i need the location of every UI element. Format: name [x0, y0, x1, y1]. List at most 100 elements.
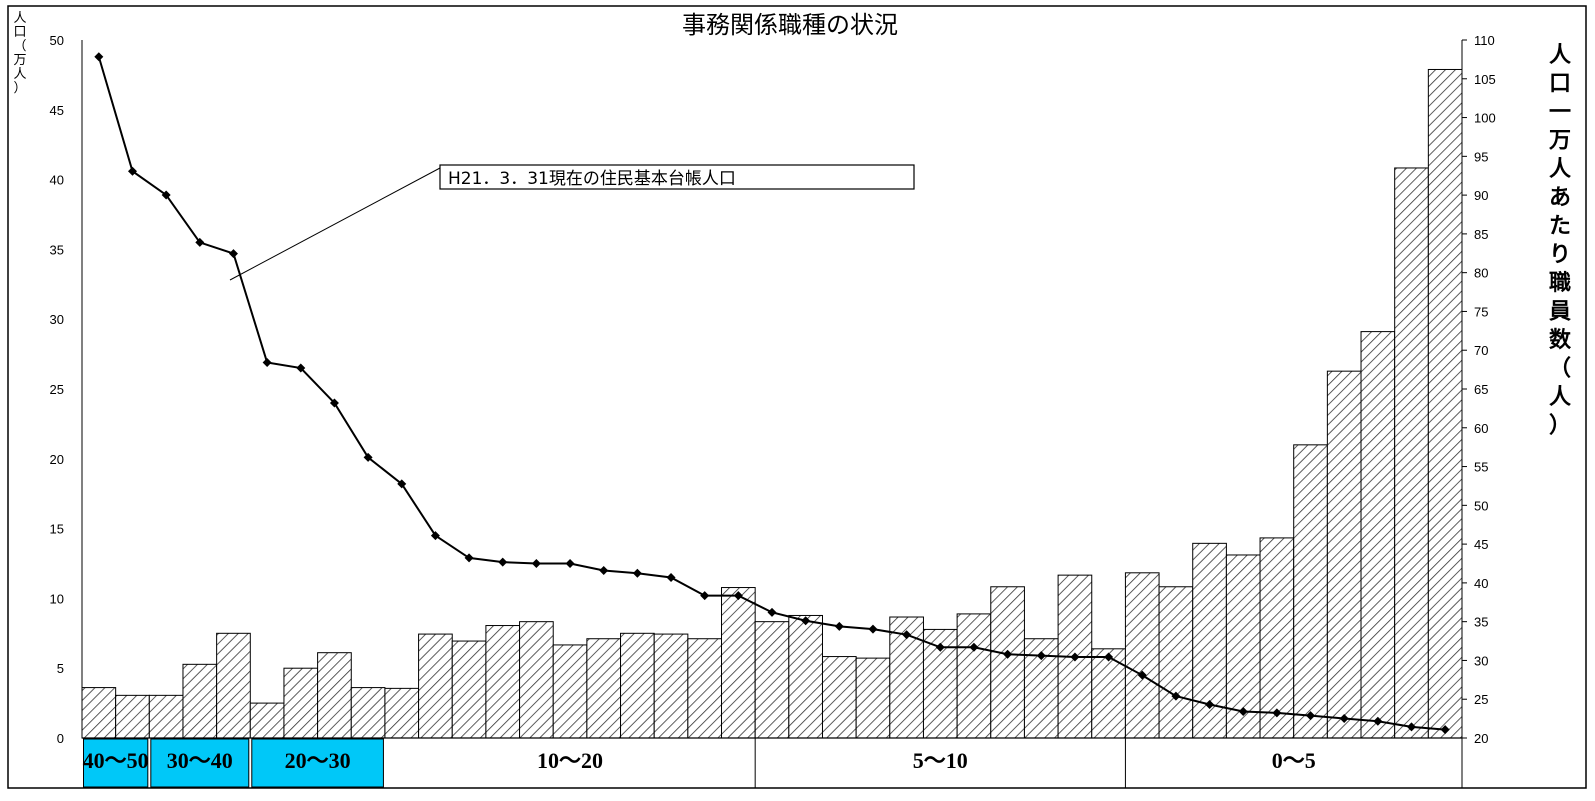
y-right-tick-label: 25 — [1474, 692, 1488, 707]
y-left-tick-label: 35 — [50, 242, 64, 257]
line-point — [1137, 670, 1147, 680]
group-label: 40〜50 — [83, 748, 149, 773]
line-point — [666, 572, 676, 582]
bar — [1326, 370, 1362, 739]
bar — [249, 702, 285, 739]
y-left-tick-label: 30 — [50, 312, 64, 327]
bar — [350, 687, 386, 739]
line-point — [430, 531, 440, 541]
bar — [1427, 68, 1463, 739]
group-labels: 40〜50 30〜40 20〜30 10〜20 5〜10 0〜5 — [83, 738, 1463, 788]
y-left-tick-label: 50 — [50, 33, 64, 48]
group-label: 10〜20 — [537, 748, 603, 773]
line-point — [531, 559, 541, 568]
line-point — [733, 591, 743, 601]
y-right-tick-label: 70 — [1474, 343, 1488, 358]
y-right-tick-label: 65 — [1474, 382, 1488, 397]
bar — [283, 667, 319, 739]
y-right-label-char: あ — [1549, 186, 1571, 211]
bar — [552, 644, 588, 739]
y-right-tick-label: 55 — [1474, 460, 1488, 475]
y-right-label-char: 一 — [1549, 100, 1571, 125]
line-point — [1104, 652, 1114, 662]
line-point — [1339, 713, 1349, 723]
y-right-tick-label: 100 — [1474, 111, 1496, 126]
y-right-label-char: 万 — [1548, 129, 1571, 154]
group-highlight — [83, 738, 149, 788]
line-point — [363, 452, 373, 462]
y-right-tick-label: 85 — [1474, 227, 1488, 242]
bar — [1225, 554, 1261, 739]
line-point — [834, 621, 844, 631]
bar — [687, 638, 723, 739]
y-left-tick-label: 20 — [50, 452, 64, 467]
line-point — [1373, 716, 1383, 726]
outer-border — [7, 5, 1587, 789]
line-point — [767, 607, 777, 617]
y-right-tick-label: 75 — [1474, 304, 1488, 319]
line-point — [296, 363, 306, 373]
line-point — [1205, 699, 1215, 709]
line-point — [868, 624, 878, 634]
line-point — [161, 190, 171, 200]
y-right-tick-label: 20 — [1474, 731, 1488, 746]
line-point — [1407, 722, 1417, 732]
y-right-tick-label: 90 — [1474, 188, 1488, 203]
y-left-tick-label: 25 — [50, 382, 64, 397]
y-right-tick-label: 110 — [1474, 33, 1495, 48]
y-left-tick-label: 40 — [50, 173, 64, 188]
group-highlight — [150, 738, 250, 788]
line-point — [700, 591, 710, 601]
y-left-tick-label: 15 — [50, 522, 64, 537]
bar — [620, 632, 655, 739]
bar — [990, 586, 1025, 739]
line-point — [1171, 691, 1181, 701]
bar — [1091, 648, 1126, 739]
line-point — [397, 479, 407, 489]
bar — [956, 613, 992, 739]
group-label: 20〜30 — [285, 748, 351, 773]
bar — [754, 621, 790, 739]
y-right-tick-label: 105 — [1474, 72, 1496, 87]
line-point — [565, 559, 575, 568]
line-point — [464, 553, 474, 563]
bar — [653, 633, 689, 739]
line-point — [262, 357, 272, 367]
y-left-tick-label: 45 — [50, 103, 64, 118]
line-point — [935, 642, 945, 652]
y-right-label-char: た — [1549, 214, 1571, 239]
line-point — [801, 616, 811, 626]
line-point — [902, 630, 912, 640]
y-right-tick-label: 30 — [1474, 653, 1488, 668]
y-right-label-char: ） — [1549, 414, 1571, 439]
line-point — [498, 557, 508, 567]
y-right-tick-label: 40 — [1474, 576, 1488, 591]
annotation-text: H21．3．31現在の住民基本台帳人口 — [448, 169, 736, 189]
bar — [384, 687, 420, 739]
y-right-tick-label: 80 — [1474, 266, 1488, 281]
y-left-label-char: 万 — [13, 53, 26, 68]
bar — [1360, 331, 1396, 739]
y-left-label-char: 人 — [13, 67, 26, 82]
annotation-leader — [229, 167, 441, 281]
line-point — [228, 249, 238, 259]
bar — [788, 614, 823, 739]
y-right-label-char: り — [1549, 243, 1571, 268]
line-point — [195, 237, 205, 247]
y-right-label-char: 人 — [1549, 43, 1571, 68]
y-right-tick-label: 35 — [1474, 615, 1488, 630]
line-point — [1272, 708, 1282, 718]
line-point — [632, 568, 642, 578]
bar — [216, 632, 251, 739]
bar — [1293, 444, 1328, 739]
y-left-label-char: （ — [13, 39, 26, 54]
y-right-tick-label: 60 — [1474, 421, 1488, 436]
annotation-box — [439, 164, 915, 190]
group-label: 5〜10 — [913, 748, 968, 773]
y-right-label-char: 職 — [1549, 270, 1571, 296]
y-right-tick-label: 45 — [1474, 537, 1488, 552]
bar — [317, 652, 352, 739]
y-left-tick-label: 10 — [50, 591, 64, 606]
bar — [485, 625, 521, 739]
